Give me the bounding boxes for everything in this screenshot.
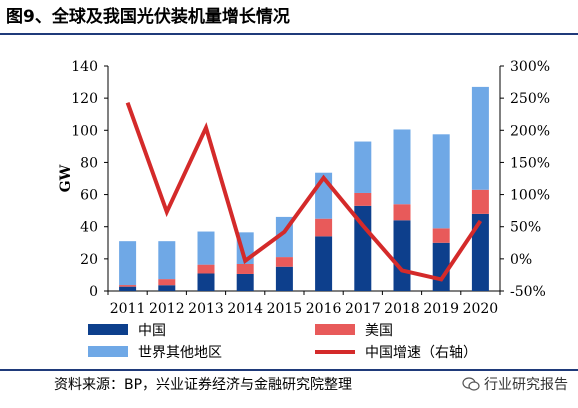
y2-tick-label: 300% [510,59,550,75]
y-tick-label: 20 [80,252,98,268]
watermark-text: 行业研究报告 [484,377,568,393]
y-tick-label: 60 [80,188,98,204]
legend-label: 中国增速（右轴） [365,345,477,361]
y-tick-label: 140 [71,59,98,75]
bar-rest-2011 [119,241,137,286]
y-tick-label: 100 [71,123,98,139]
bar-usa-2014 [236,264,254,274]
bar-china-2011 [119,286,137,291]
bar-usa-2017 [354,192,372,206]
x-tick-label: 2011 [110,301,146,317]
bar-rest-2018 [393,129,411,205]
y2-tick-label: 0% [510,252,532,268]
y2-tick-label: 150% [510,155,550,171]
x-tick-label: 2016 [306,301,342,317]
bar-rest-2017 [354,141,372,193]
bar-china-2017 [354,205,372,291]
x-tick-label: 2015 [267,301,303,317]
y2-tick-label: 100% [510,188,550,204]
title-divider [0,33,578,35]
legend-swatch-china [88,324,128,335]
bar-china-2012 [158,285,176,291]
legend-label: 美国 [365,323,393,339]
y2-tick-label: 50% [510,220,541,236]
watermark: 行业研究报告 [462,374,568,394]
y-tick-label: 0 [89,284,98,300]
legend-label: 世界其他地区 [138,345,222,361]
chart-line [125,101,483,282]
chart-title: 图9、全球及我国光伏装机量增长情况 [6,7,290,27]
source-divider [0,369,578,371]
x-tick-label: 2018 [384,301,420,317]
bar-china-2019 [432,242,450,291]
bar-china-2018 [393,220,411,291]
x-tick-label: 2020 [463,301,499,317]
legend-swatch-usa [315,324,355,335]
bar-china-2016 [315,236,333,291]
bar-usa-2012 [158,279,176,286]
chart-canvas: 0 20 40 60 80 100 120 140 -50% 0% 50% 100% 150% 200% 2… [58,59,550,361]
wechat-icon [462,377,480,391]
source-note: 资料来源：BP，兴业证券经济与金融研究院整理 [54,377,353,393]
x-tick-label: 2012 [149,301,185,317]
bar-rest-2019 [432,134,450,229]
bar-usa-2020 [471,189,489,214]
bar-rest-2012 [158,241,176,280]
y-tick-label: 40 [80,220,98,236]
chart-bars [119,86,489,291]
bar-rest-2013 [197,231,215,265]
y2-tick-label: -50% [510,284,546,300]
legend-swatch-rest [88,346,128,357]
y2-tick-label: 250% [510,91,550,107]
bar-usa-2018 [393,204,411,221]
bar-usa-2011 [119,285,137,287]
y2-tick-label: 200% [510,123,550,139]
bar-china-2020 [471,213,489,291]
y-tick-label: 80 [80,155,98,171]
bar-usa-2019 [432,228,450,243]
x-tick-label: 2014 [227,301,263,317]
x-tick-label: 2013 [188,301,224,317]
x-tick-label: 2019 [423,301,459,317]
y-axis-title: GW [58,164,74,192]
y-tick-label: 120 [71,91,98,107]
bar-china-2013 [197,273,215,291]
bar-china-2015 [275,266,293,291]
bar-usa-2015 [275,257,293,267]
x-tick-label: 2017 [345,301,381,317]
bar-usa-2013 [197,264,215,274]
chart-axes: 0 20 40 60 80 100 120 140 -50% 0% 50% 100% 150% 200% 2… [58,59,550,317]
legend-label: 中国 [138,323,166,339]
series-line-china-growth [125,101,483,282]
bar-rest-2020 [471,86,489,190]
bar-usa-2016 [315,218,333,237]
bar-china-2014 [236,273,254,291]
